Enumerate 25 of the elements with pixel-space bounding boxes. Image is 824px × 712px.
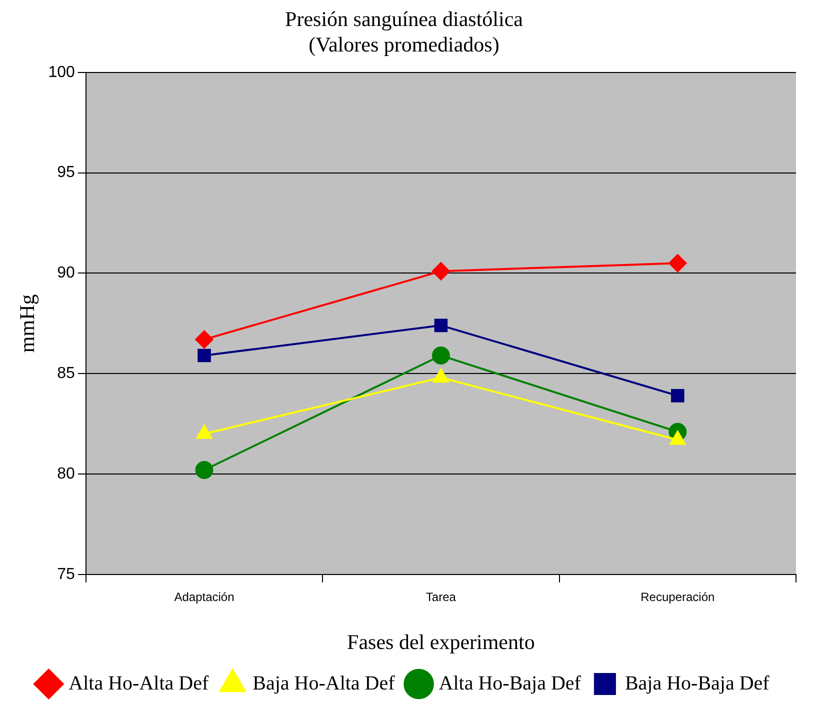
point bbox=[195, 330, 214, 348]
point bbox=[198, 348, 211, 362]
y-tick-label: 75 bbox=[57, 566, 75, 583]
point bbox=[434, 318, 448, 332]
y-tick-label: 100 bbox=[48, 64, 75, 81]
y-axis-title: mmHg bbox=[15, 294, 40, 353]
point bbox=[432, 262, 450, 280]
y-tick-label: 90 bbox=[57, 264, 75, 282]
y-tick-label: 85 bbox=[57, 365, 75, 382]
legend-label: Baja Ho-Baja Def bbox=[624, 672, 770, 694]
point bbox=[668, 254, 687, 272]
text: (Valores promediados) bbox=[308, 32, 500, 56]
y-tick-label: 80 bbox=[57, 465, 75, 482]
x-axis-title: Fases del experimento bbox=[347, 630, 535, 654]
point bbox=[670, 389, 684, 402]
x-tick-label: Tarea bbox=[426, 590, 456, 604]
x-tick-label: Adaptación bbox=[174, 590, 234, 604]
legend-label: Alta Ho-Baja Def bbox=[438, 672, 582, 694]
legend-label: Alta Ho-Alta Def bbox=[68, 672, 209, 694]
y-tick-label: 95 bbox=[57, 164, 75, 182]
x-tick-label: Recuperación bbox=[640, 590, 715, 604]
legend-label: Baja Ho-Alta Def bbox=[252, 672, 396, 694]
point bbox=[432, 346, 450, 365]
point bbox=[195, 460, 214, 479]
text: Presión sanguínea diastólica bbox=[285, 7, 523, 32]
